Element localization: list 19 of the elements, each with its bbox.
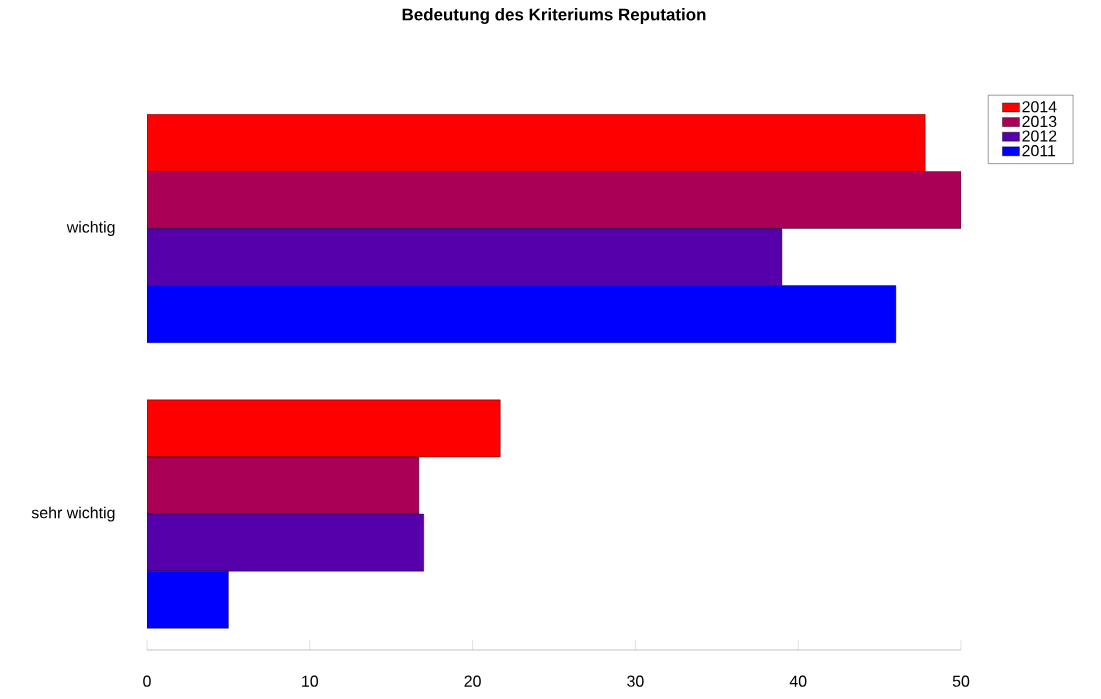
legend-label: 2013 [1022,115,1057,128]
x-tick-label: 0 [143,675,151,687]
legend-label: 2012 [1022,130,1057,142]
legend-label: 2011 [1022,145,1056,157]
bar [147,228,783,286]
x-tick-label: 50 [952,675,970,687]
x-tick-label: 20 [464,675,481,687]
x-tick-label: 10 [302,675,319,687]
y-tick-label: sehr wichtig [31,506,115,522]
bar [147,114,926,172]
bar [147,399,501,458]
x-tick-label: 40 [789,675,807,687]
bar [147,513,424,572]
y-tick-label: wichtig [66,221,115,236]
bar [147,570,229,629]
bar [147,285,897,343]
x-tick-label: 30 [627,675,644,687]
legend-label: 2014 [1022,101,1057,113]
chart-title: Bedeutung des Kriteriums Reputation [402,8,706,24]
